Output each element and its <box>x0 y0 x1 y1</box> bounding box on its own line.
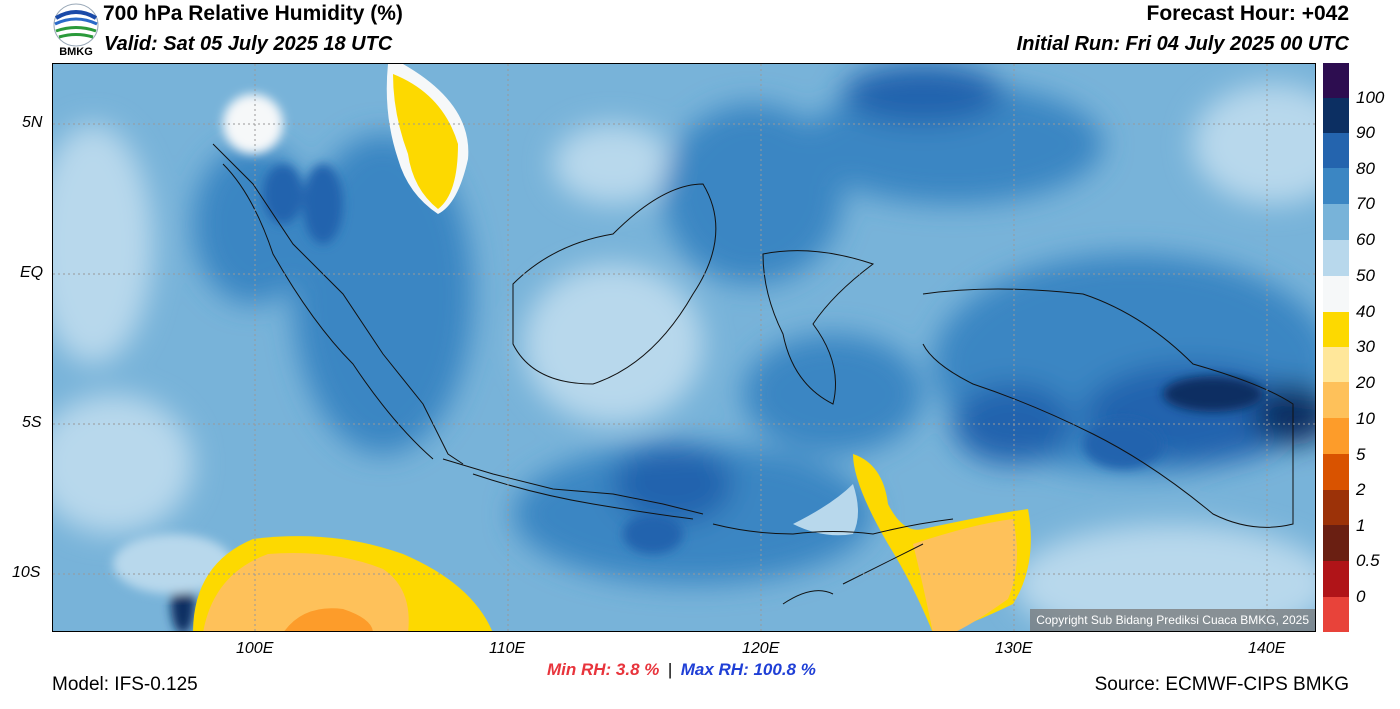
colorbar-label: 50 <box>1356 266 1375 285</box>
colorbar-swatch <box>1323 276 1349 312</box>
lon-label-120e: 120E <box>742 640 780 657</box>
dry-zone-southeast-inner <box>913 519 1017 631</box>
valid-time: Valid: Sat 05 July 2025 18 UTC <box>104 33 393 55</box>
dry-zone-north <box>393 74 458 209</box>
colorbar-label: 60 <box>1356 230 1375 249</box>
colorbar-label: 0 <box>1356 587 1366 606</box>
colorbar-swatch <box>1323 525 1349 561</box>
humidity-blobs-fine <box>113 94 1263 631</box>
lat-label-5s: 5S <box>22 414 42 431</box>
colorbar-label: 70 <box>1356 194 1375 213</box>
lat-label-5n: 5N <box>22 114 43 131</box>
lat-label-10s: 10S <box>12 564 41 581</box>
colorbar-swatch <box>1323 312 1349 347</box>
colorbar-label: 100 <box>1356 88 1385 107</box>
colorbar-swatch <box>1323 454 1349 490</box>
map-title: 700 hPa Relative Humidity (%) <box>103 2 403 25</box>
colorbar-swatch <box>1323 168 1349 204</box>
coastlines <box>212 143 1294 605</box>
lon-label-130e: 130E <box>995 640 1033 657</box>
colorbar-swatch <box>1323 561 1349 597</box>
colorbar-label: 2 <box>1356 480 1366 499</box>
dry-zone-southwest-inner <box>203 553 409 631</box>
lon-label-110e: 110E <box>489 640 526 657</box>
min-rh: Min RH: 3.8 % <box>547 660 660 679</box>
colorbar-swatch <box>1323 347 1349 382</box>
humidity-field <box>53 64 1315 631</box>
colorbar-swatch <box>1323 490 1349 525</box>
rh-stats: Min RH: 3.8 % | Max RH: 100.8 % <box>547 660 816 680</box>
initial-run: Initial Run: Fri 04 July 2025 00 UTC <box>1016 33 1349 55</box>
colorbar-swatch <box>1323 597 1349 632</box>
colorbar-label: 80 <box>1356 159 1375 178</box>
colorbar-label: 30 <box>1356 337 1375 356</box>
humidity-map: Copyright Sub Bidang Prediksi Cuaca BMKG… <box>52 63 1316 632</box>
colorbar-label: 1 <box>1356 516 1366 535</box>
colorbar-swatch <box>1323 133 1349 168</box>
lat-label-eq: EQ <box>20 264 44 281</box>
colorbar-swatch <box>1323 63 1349 98</box>
lon-label-140e: 140E <box>1248 640 1286 657</box>
source-label: Source: ECMWF-CIPS BMKG <box>1094 674 1349 695</box>
colorbar-label: 0.5 <box>1356 551 1380 570</box>
dry-zone-southwest-core <box>284 608 373 631</box>
bmkg-emblem-icon <box>53 3 99 47</box>
copyright-notice: Copyright Sub Bidang Prediksi Cuaca BMKG… <box>1030 609 1315 631</box>
moist-edge-southeast <box>793 484 858 536</box>
colorbar-swatch <box>1323 382 1349 418</box>
bmkg-logo: BMKG <box>52 2 100 58</box>
max-rh: Max RH: 100.8 % <box>680 660 816 679</box>
colorbar-swatch <box>1323 98 1349 133</box>
colorbar-label: 40 <box>1356 302 1375 321</box>
colorbar-swatch <box>1323 240 1349 276</box>
bmkg-logo-text: BMKG <box>59 46 93 58</box>
lon-label-100e: 100E <box>236 640 274 657</box>
colorbar-label: 10 <box>1356 409 1375 428</box>
graticule <box>53 64 1315 631</box>
colorbar-swatch <box>1323 204 1349 240</box>
model-label: Model: IFS-0.125 <box>52 674 198 695</box>
colorbar-swatch <box>1323 418 1349 454</box>
stats-separator: | <box>667 660 673 679</box>
colorbar-label: 5 <box>1356 445 1366 464</box>
colorbar-label: 90 <box>1356 123 1375 142</box>
forecast-hour: Forecast Hour: +042 <box>1146 2 1350 25</box>
colorbar-label: 20 <box>1356 373 1375 392</box>
